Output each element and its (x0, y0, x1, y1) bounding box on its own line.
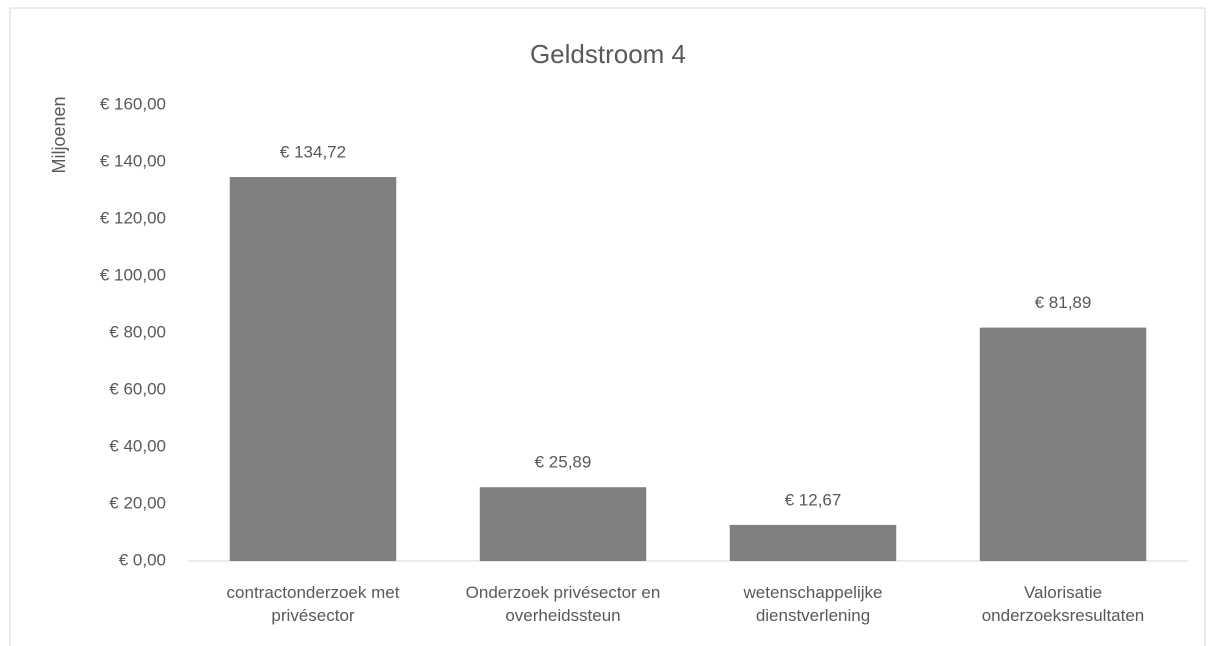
bar (229, 177, 397, 561)
y-tick-label: € 20,00 (109, 493, 166, 512)
x-tick-label: contractonderzoek met privésector (226, 583, 400, 625)
y-tick-label: € 100,00 (100, 265, 166, 284)
data-label: € 12,67 (785, 490, 842, 509)
y-tick-label: € 40,00 (109, 436, 166, 455)
bar (479, 487, 647, 561)
y-tick-label: € 0,00 (119, 550, 166, 569)
chart-title: Geldstroom 4 (530, 39, 686, 69)
y-tick-label: € 120,00 (100, 208, 166, 227)
bar (979, 327, 1147, 561)
data-label: € 81,89 (1035, 293, 1092, 312)
y-axis-label: Miljoenen (49, 96, 69, 173)
x-tick-label: wetenschappelijke dienstverlening (743, 583, 883, 625)
y-tick-label: € 80,00 (109, 322, 166, 341)
data-label: € 134,72 (280, 143, 346, 162)
bar (729, 524, 897, 561)
x-tick-label: Onderzoek privésector en overheidssteun (465, 583, 661, 625)
y-tick-label: € 60,00 (109, 379, 166, 398)
y-tick-label: € 160,00 (100, 94, 166, 113)
y-tick-label: € 140,00 (100, 151, 166, 170)
x-tick-label: Valorisatie onderzoeksresultaten (981, 583, 1145, 625)
data-label: € 25,89 (535, 453, 592, 472)
